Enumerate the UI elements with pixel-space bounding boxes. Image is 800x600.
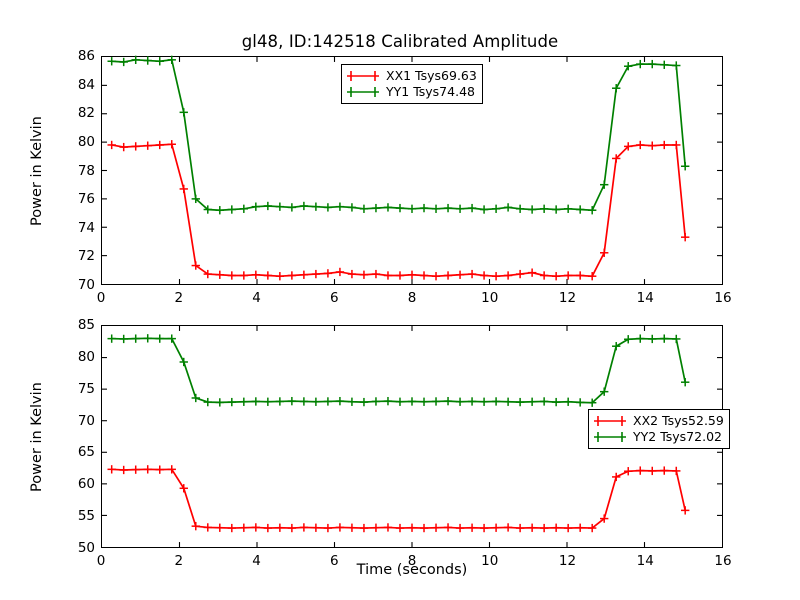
legend-label-yy2: YY2 Tsys72.02: [633, 429, 722, 444]
series-markers: [108, 334, 690, 407]
x-tick-label: 6: [329, 553, 339, 569]
series-markers: [108, 56, 690, 215]
x-tick-label: 4: [252, 290, 261, 306]
y-tick-label: 60: [77, 476, 95, 493]
x-tick-label: 2: [174, 553, 184, 569]
legend-item: XX1 Tsys69.63: [346, 68, 477, 84]
series-markers: [108, 465, 690, 532]
x-tick-label: 2: [174, 290, 184, 306]
x-tick-label: 10: [481, 553, 499, 569]
y-tick-label: 55: [77, 508, 95, 525]
legend-item: YY2 Tsys72.02: [593, 429, 724, 445]
y-tick-label: 72: [77, 248, 95, 265]
x-tick-label: 6: [329, 290, 339, 306]
y-tick-label: 80: [77, 348, 95, 365]
legend-item: XX2 Tsys52.59: [593, 413, 724, 429]
x-tick-label: 14: [636, 290, 654, 306]
x-tick-label: 0: [96, 290, 106, 306]
plot-lines-bottom: [102, 326, 722, 547]
y-axis-label-bottom: Power in Kelvin: [29, 381, 45, 492]
x-tick-label: 4: [252, 553, 261, 569]
y-tick-label: 76: [77, 191, 95, 208]
legend-label-xx2: XX2 Tsys52.59: [633, 413, 724, 428]
series-line: [112, 144, 686, 276]
plot-lines-top: [102, 57, 722, 284]
x-tick-label: 16: [714, 290, 732, 306]
y-tick-label: 86: [77, 48, 95, 64]
y-tick-label: 84: [77, 76, 95, 93]
x-tick-label: 16: [714, 553, 732, 569]
x-tick-label: 8: [407, 290, 417, 306]
y-tick-label: 74: [77, 219, 95, 236]
legend-label-yy1: YY1 Tsys74.48: [386, 84, 475, 99]
series-line: [112, 469, 686, 528]
y-tick-label: 85: [77, 317, 95, 333]
x-tick-label: 10: [481, 290, 499, 306]
y-tick-label: 75: [77, 380, 95, 397]
y-tick-label: 70: [77, 412, 95, 429]
legend-label-xx1: XX1 Tsys69.63: [386, 68, 477, 83]
series-line: [112, 338, 686, 402]
x-tick-label: 8: [407, 553, 417, 569]
legend-item: YY1 Tsys74.48: [346, 84, 477, 100]
x-tick-label: 12: [558, 290, 577, 306]
x-tick-label: 0: [96, 553, 106, 569]
series-markers: [108, 140, 690, 280]
y-tick-label: 70: [77, 277, 95, 293]
y-tick-label: 78: [77, 162, 95, 179]
legend-swatch-yy2: [594, 432, 626, 442]
y-tick-label: 50: [77, 540, 95, 556]
x-axis-label: Time (seconds): [356, 562, 468, 578]
legend-bottom: XX2 Tsys52.59 YY2 Tsys72.02: [588, 409, 730, 449]
legend-swatch-xx2: [594, 416, 626, 426]
x-tick-label: 14: [636, 553, 654, 569]
legend-top: XX1 Tsys69.63 YY1 Tsys74.48: [341, 64, 483, 104]
y-tick-label: 82: [77, 105, 95, 122]
x-tick-label: 12: [558, 553, 577, 569]
y-tick-label: 65: [77, 444, 95, 461]
page-title: gl48, ID:142518 Calibrated Amplitude: [241, 32, 559, 51]
legend-swatch-xx1: [347, 71, 379, 81]
y-axis-label-top: Power in Kelvin: [29, 115, 45, 226]
y-tick-label: 80: [77, 133, 95, 150]
legend-swatch-yy1: [347, 87, 379, 97]
